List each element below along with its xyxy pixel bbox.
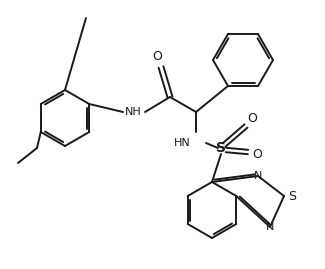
Text: O: O: [252, 148, 262, 161]
Text: O: O: [247, 111, 257, 125]
Text: O: O: [152, 51, 162, 63]
Text: NH: NH: [124, 107, 141, 117]
Text: S: S: [288, 189, 296, 203]
Text: N: N: [266, 222, 274, 232]
Text: N: N: [254, 171, 262, 181]
Text: S: S: [216, 141, 226, 155]
Text: HN: HN: [174, 138, 190, 148]
